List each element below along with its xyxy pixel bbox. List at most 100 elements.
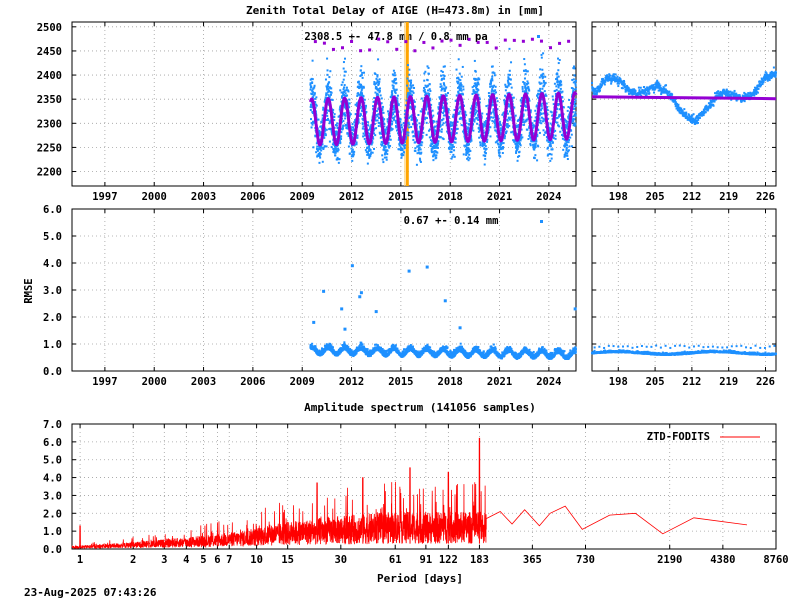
ztd-recent-point [691, 121, 694, 124]
ztd-point [359, 74, 362, 77]
ztd-point [491, 89, 494, 92]
ztd-point [328, 95, 331, 98]
ztd-point [473, 59, 476, 62]
ztd-point [481, 112, 484, 115]
ztd-point [438, 102, 441, 105]
ztd-point [568, 98, 571, 101]
ztd-point [350, 150, 353, 153]
ztd-point [478, 78, 481, 81]
ztd-recent-point [646, 86, 649, 89]
ztd-recent-point [616, 82, 619, 85]
ztd-point [520, 104, 523, 107]
ztd-point [376, 75, 379, 78]
ztd-recent-point [625, 89, 628, 92]
ztd-point [520, 128, 523, 131]
x-tick-label: 205 [646, 191, 665, 203]
ztd-point [369, 132, 372, 135]
ztd-recent-point [767, 74, 770, 77]
ztd-point [361, 87, 364, 90]
ztd-point [493, 92, 496, 95]
ztd-point [534, 145, 537, 148]
ztd-point [389, 144, 392, 147]
ztd-point [517, 142, 520, 145]
ztd-recent-point [704, 111, 707, 114]
ztd-recent-point [614, 73, 617, 76]
ztd-recent-point [652, 86, 655, 89]
ztd-point [514, 114, 517, 117]
ztd-point [414, 141, 417, 144]
ztd-point [459, 82, 462, 85]
ztd-point [431, 147, 434, 150]
ztd-point [338, 108, 341, 111]
ztd-point [475, 78, 478, 81]
ztd-point [405, 133, 408, 136]
ztd-point [498, 123, 501, 126]
ztd-point [493, 74, 496, 77]
ztd-point [393, 118, 396, 121]
ztd-point [379, 94, 382, 97]
ztd-point [403, 116, 406, 119]
ztd-point [386, 118, 389, 121]
ztd-point [564, 142, 567, 145]
ztd-point [524, 87, 527, 90]
ztd-recent-point [600, 85, 603, 88]
ztd-point [393, 79, 396, 82]
outlier-point [449, 38, 453, 42]
ztd-point [503, 137, 506, 140]
ztd-point [365, 141, 368, 144]
ztd-point [425, 117, 428, 120]
ztd-point [452, 145, 455, 148]
ztd-recent-point [733, 92, 736, 95]
ztd-chart-title: Zenith Total Delay of AIGE (H=473.8m) in… [246, 4, 544, 17]
ztd-point [574, 80, 577, 83]
ztd-point [363, 134, 366, 137]
ztd-point [508, 73, 511, 76]
ztd-point [416, 152, 419, 155]
ztd-point [423, 79, 426, 82]
ztd-point [392, 69, 395, 72]
ztd-point [572, 89, 575, 92]
ztd-point [573, 67, 576, 70]
ztd-point [451, 145, 454, 148]
ztd-recent-point [698, 116, 701, 119]
rmse-point [314, 345, 317, 348]
ztd-point [357, 92, 360, 95]
ztd-recent-point [691, 119, 694, 122]
outlier-point [313, 40, 317, 44]
ztd-recent-point [613, 77, 616, 80]
ztd-point [455, 124, 458, 127]
ztd-point [546, 106, 549, 109]
ztd-point [333, 115, 336, 118]
ztd-point [559, 90, 562, 93]
ztd-point [309, 83, 312, 86]
ztd-point [398, 144, 401, 147]
ztd-point [547, 127, 550, 130]
x-tick-label: 1997 [92, 376, 117, 388]
ztd-point [377, 88, 380, 91]
ztd-point [394, 77, 397, 80]
ztd-point [404, 104, 407, 107]
ztd-recent-point [727, 90, 730, 93]
ztd-point [415, 163, 418, 166]
ztd-point [529, 109, 532, 112]
ztd-point [340, 131, 343, 134]
ztd-point [327, 88, 330, 91]
ztd-point [409, 81, 412, 84]
ztd-point [512, 139, 515, 142]
ztd-point [398, 148, 401, 151]
ztd-point [386, 128, 389, 131]
ztd-point [557, 62, 560, 65]
ztd-recent-point [690, 120, 693, 123]
ztd-point [533, 143, 536, 146]
ztd-recent-point [642, 90, 645, 93]
ztd-point [456, 120, 459, 123]
ztd-recent-point [601, 77, 604, 80]
ztd-point [556, 83, 559, 86]
outlier-point [549, 46, 553, 50]
ztd-point [469, 107, 472, 110]
ztd-point [433, 146, 436, 149]
ztd-point [542, 129, 545, 132]
ztd-point [374, 91, 377, 94]
ztd-point [460, 83, 463, 86]
spectrum-title: Amplitude spectrum (141056 samples) [304, 401, 536, 414]
